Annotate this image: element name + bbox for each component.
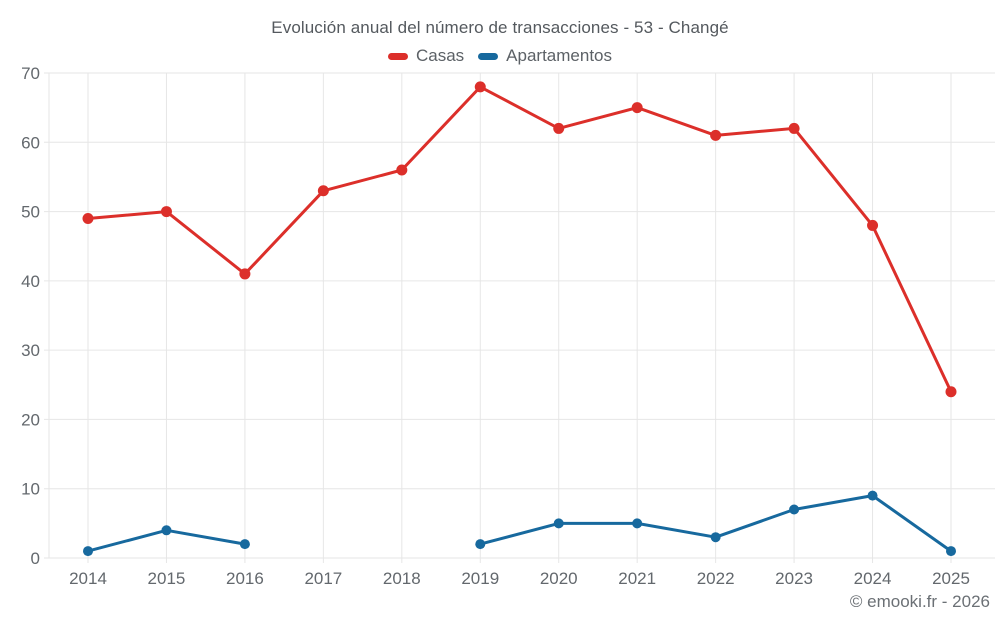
x-tick-label: 2019 — [461, 569, 499, 588]
x-tick-label: 2020 — [540, 569, 578, 588]
chart-title: Evolución anual del número de transaccio… — [271, 18, 729, 37]
data-point-casas-2018[interactable] — [396, 164, 408, 176]
data-point-casas-2024[interactable] — [867, 219, 879, 231]
y-tick-label: 10 — [21, 480, 40, 499]
data-point-casas-2025[interactable] — [945, 386, 957, 398]
data-point-casas-2023[interactable] — [788, 122, 800, 134]
data-point-casas-2020[interactable] — [553, 122, 565, 134]
data-point-casas-2016[interactable] — [239, 268, 251, 280]
data-point-apartamentos-2024[interactable] — [867, 490, 878, 501]
legend-swatch-apartamentos-icon — [478, 52, 499, 60]
data-point-apartamentos-2015[interactable] — [161, 525, 172, 536]
x-tick-label: 2021 — [618, 569, 656, 588]
y-tick-label: 0 — [31, 549, 40, 568]
series-line-apartamentos — [86, 494, 953, 553]
chart-legend: Casas Apartamentos — [0, 46, 1000, 66]
data-point-apartamentos-2016[interactable] — [239, 539, 250, 550]
y-tick-label: 40 — [21, 272, 40, 291]
data-point-apartamentos-2019[interactable] — [475, 539, 486, 550]
x-tick-label: 2015 — [148, 569, 186, 588]
y-tick-label: 70 — [21, 64, 40, 83]
x-tick-label: 2024 — [854, 569, 892, 588]
data-point-apartamentos-2022[interactable] — [710, 532, 721, 543]
data-point-apartamentos-2021[interactable] — [632, 518, 643, 529]
copyright-credit: © emooki.fr - 2026 — [849, 592, 990, 611]
legend-label-apartamentos: Apartamentos — [506, 46, 613, 65]
y-tick-label: 60 — [21, 133, 40, 152]
y-tick-label: 30 — [21, 341, 40, 360]
legend-item-casas[interactable]: Casas — [387, 46, 465, 66]
series-line-casas — [86, 85, 953, 394]
data-point-casas-2021[interactable] — [631, 102, 643, 114]
y-tick-label: 50 — [21, 203, 40, 222]
x-tick-label: 2014 — [69, 569, 107, 588]
x-tick-label: 2023 — [775, 569, 813, 588]
legend-item-apartamentos[interactable]: Apartamentos — [478, 46, 612, 66]
data-point-casas-2015[interactable] — [160, 206, 172, 218]
data-point-casas-2014[interactable] — [82, 213, 94, 224]
data-point-casas-2017[interactable] — [317, 185, 329, 197]
data-point-apartamentos-2025[interactable] — [946, 546, 956, 557]
data-point-apartamentos-2023[interactable] — [789, 504, 800, 515]
legend-swatch-casas-icon — [387, 52, 408, 60]
x-tick-label: 2018 — [383, 569, 421, 588]
data-point-apartamentos-2020[interactable] — [553, 518, 564, 529]
y-tick-label: 20 — [21, 410, 40, 429]
x-tick-label: 2016 — [226, 569, 264, 588]
x-tick-label: 2025 — [932, 569, 970, 588]
x-tick-label: 2017 — [304, 569, 342, 588]
legend-label-casas: Casas — [415, 46, 465, 65]
data-point-casas-2022[interactable] — [710, 129, 722, 141]
x-tick-label: 2022 — [697, 569, 735, 588]
data-point-casas-2019[interactable] — [474, 81, 486, 93]
data-point-apartamentos-2014[interactable] — [83, 546, 93, 557]
